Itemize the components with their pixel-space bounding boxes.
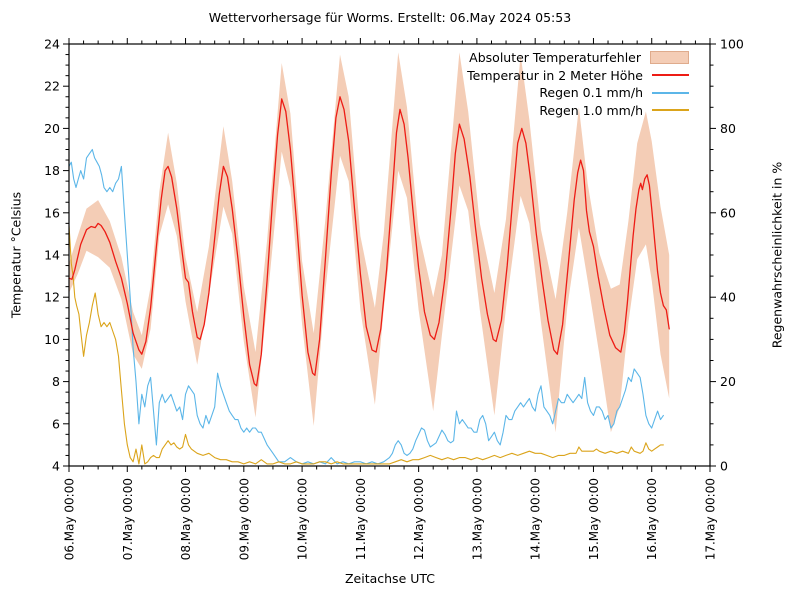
- x-tick-label: 17.May 00:00: [704, 478, 718, 560]
- y-left-tick-label: 20: [44, 121, 60, 136]
- x-tick-label: 10.May 00:00: [296, 478, 310, 560]
- temperature-error-band: [69, 52, 670, 433]
- y-left-tick-label: 4: [52, 459, 60, 474]
- x-axis-label: Zeitachse UTC: [344, 571, 436, 586]
- y-left-tick-label: 16: [44, 205, 60, 220]
- x-tick-label: 08.May 00:00: [179, 478, 193, 560]
- temperature-line: [68, 96, 670, 387]
- y-left-tick-label: 6: [52, 416, 60, 431]
- x-tick-label: 12.May 00:00: [412, 478, 426, 560]
- legend-item-rain01: Regen 0.1 mm/h: [467, 84, 689, 102]
- error-band-swatch: [650, 51, 689, 65]
- chart-title: Wettervorhersage für Worms. Erstellt: 06…: [208, 10, 572, 25]
- legend-label-error-band: Absoluter Temperaturfehler: [469, 50, 641, 66]
- x-tick-label: 16.May 00:00: [645, 478, 659, 560]
- y-right-tick-label: 20: [720, 374, 736, 389]
- rain10-line-swatch: [652, 109, 689, 112]
- legend-item-error-band: Absoluter Temperaturfehler: [467, 49, 689, 67]
- y-right-tick-label: 100: [720, 37, 744, 52]
- y-left-tick-label: 14: [44, 248, 60, 263]
- x-tick-label: 11.May 00:00: [354, 478, 368, 560]
- y-axis-label-left: Temperatur °Celsius: [8, 191, 24, 319]
- x-tick-label: 06.May 00:00: [63, 478, 77, 560]
- x-tick-label: 14.May 00:00: [529, 478, 543, 560]
- legend-item-temperature: Temperatur in 2 Meter Höhe: [467, 67, 689, 85]
- rain01-line-swatch: [652, 91, 689, 94]
- x-tick-label: 07.May 00:00: [121, 478, 135, 560]
- y-right-tick-label: 80: [720, 121, 736, 136]
- y-axis-label-right: Regenwahrscheinlichkeit in %: [769, 161, 785, 349]
- y-left-tick-label: 24: [44, 37, 60, 52]
- y-left-tick-label: 8: [52, 374, 60, 389]
- y-left-tick-label: 22: [44, 79, 60, 94]
- y-left-tick-label: 12: [44, 290, 60, 305]
- x-tick-label: 13.May 00:00: [470, 478, 484, 560]
- legend-item-rain10: Regen 1.0 mm/h: [467, 102, 689, 120]
- x-tick-label: 09.May 00:00: [237, 478, 251, 560]
- y-right-tick-label: 40: [720, 290, 736, 305]
- rain-10-line: [68, 224, 664, 465]
- y-right-tick-label: 60: [720, 205, 736, 220]
- rain-01-line: [68, 148, 664, 465]
- temperature-line-swatch: [652, 74, 689, 77]
- legend-label-rain01: Regen 0.1 mm/h: [539, 85, 643, 101]
- x-tick-label: 15.May 00:00: [587, 478, 601, 560]
- legend-label-rain10: Regen 1.0 mm/h: [539, 102, 643, 118]
- y-right-tick-label: 0: [720, 459, 728, 474]
- legend-label-temperature: Temperatur in 2 Meter Höhe: [467, 67, 643, 83]
- y-left-tick-label: 18: [44, 163, 60, 178]
- y-left-tick-label: 10: [44, 332, 60, 347]
- legend: Absoluter Temperaturfehler Temperatur in…: [467, 49, 689, 119]
